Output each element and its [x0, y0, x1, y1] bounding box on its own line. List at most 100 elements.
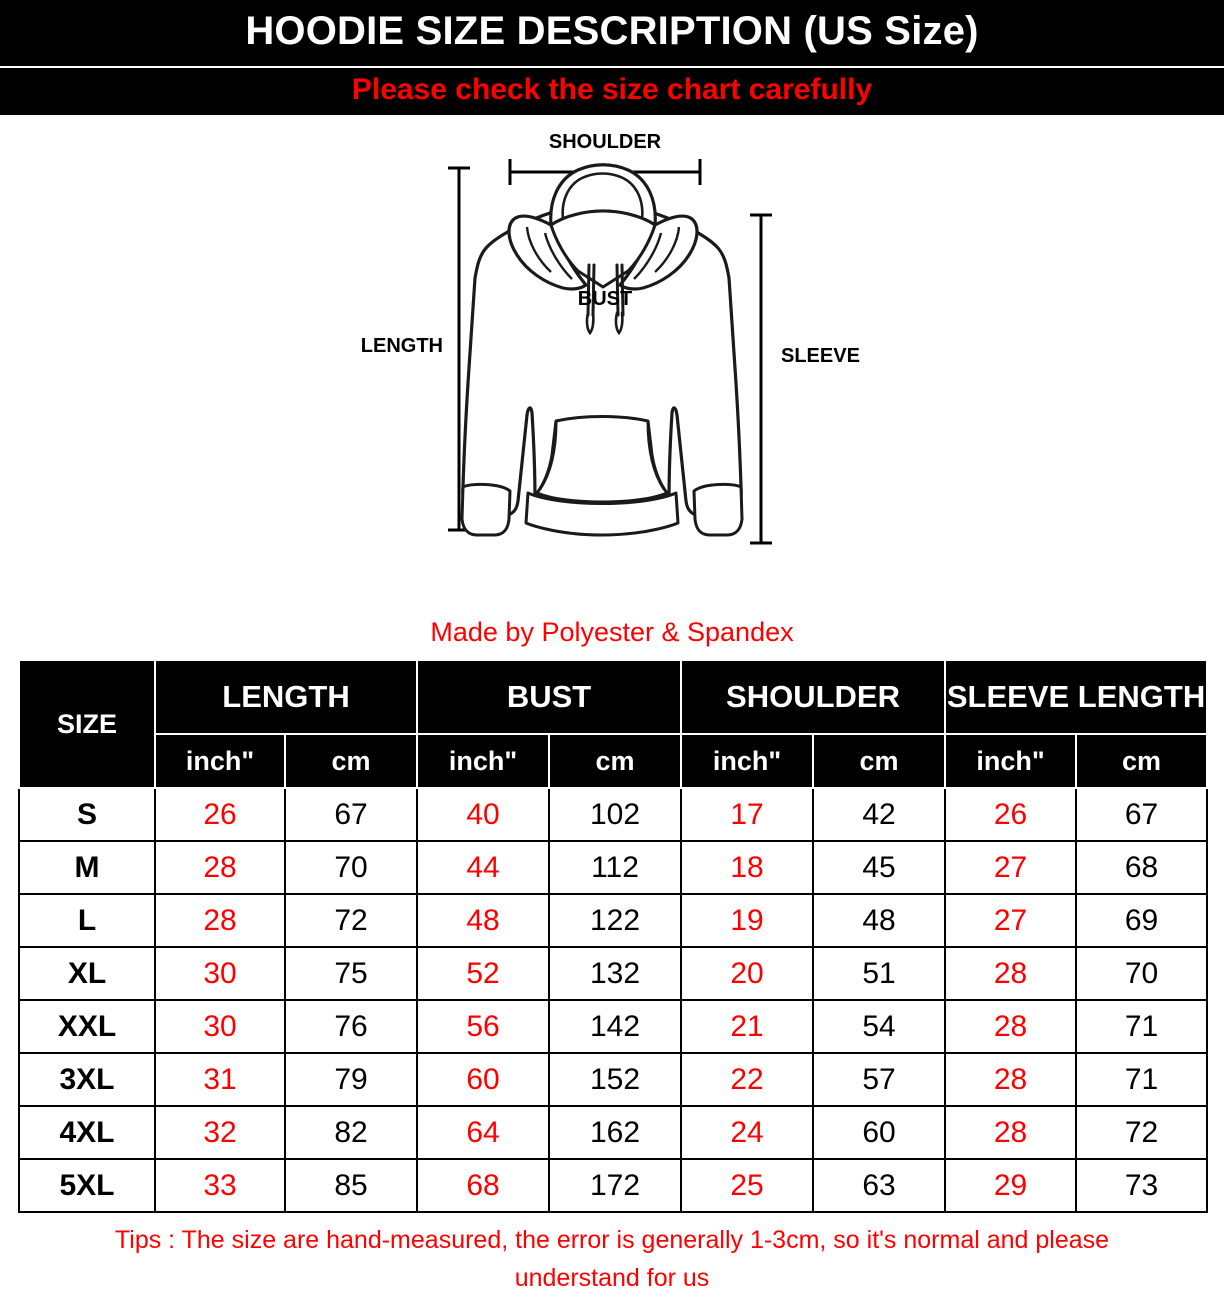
cell-inch: 32 [154, 1105, 286, 1160]
table-header-unit-row: inch" cm inch" cm inch" cm inch" cm [19, 733, 1209, 789]
cell-cm: 71 [1075, 1052, 1209, 1107]
cell-inch: 28 [154, 893, 286, 948]
cell-cm: 82 [284, 1105, 418, 1160]
cell-cm: 45 [812, 840, 947, 895]
header-unit-shoulder-cm: cm [812, 733, 947, 789]
table-header-group-row: SIZE LENGTH BUST SHOULDER SLEEVE LENGTH [18, 659, 1209, 789]
cell-inch: 27 [944, 893, 1078, 948]
cell-size: L [18, 893, 156, 948]
table-row: XL 30 75 52 132 20 51 28 70 [18, 946, 1209, 1001]
cell-cm: 73 [1075, 1158, 1209, 1213]
cell-inch: 44 [416, 840, 550, 895]
header-unit-length-cm: cm [284, 733, 418, 789]
cell-cm: 67 [284, 787, 418, 842]
banner-divider [0, 66, 1224, 68]
header-unit-length-inch: inch" [154, 733, 286, 789]
cell-cm: 70 [284, 840, 418, 895]
cell-inch: 48 [416, 893, 550, 948]
cell-inch: 30 [154, 946, 286, 1001]
cell-size: XXL [18, 999, 156, 1054]
cell-cm: 68 [1075, 840, 1209, 895]
cell-inch: 17 [680, 787, 815, 842]
cell-inch: 19 [680, 893, 815, 948]
cell-cm: 152 [547, 1052, 683, 1107]
cell-size: 4XL [18, 1105, 156, 1160]
cell-cm: 122 [547, 893, 683, 948]
cell-inch: 21 [680, 999, 815, 1054]
header-group-bust: BUST [415, 659, 683, 735]
hoodie-left-cuff [460, 482, 512, 537]
cell-inch: 24 [680, 1105, 815, 1160]
cell-inch: 30 [154, 999, 286, 1054]
cell-cm: 142 [547, 999, 683, 1054]
header-unit-bust-inch: inch" [416, 733, 550, 789]
cell-cm: 85 [284, 1158, 418, 1213]
hoodie-drawstrings [585, 263, 625, 336]
table-row: S 26 67 40 102 17 42 26 67 [18, 787, 1209, 842]
footer-tips: Tips : The size are hand-measured, the e… [114, 1226, 1110, 1292]
cell-cm: 48 [812, 893, 947, 948]
cell-inch: 28 [944, 1052, 1078, 1107]
hoodie-hood-left-drape [507, 214, 588, 291]
cell-cm: 112 [547, 840, 683, 895]
cell-inch: 28 [944, 946, 1078, 1001]
cell-inch: 31 [154, 1052, 286, 1107]
cell-cm: 67 [1075, 787, 1209, 842]
table-row: 3XL 31 79 60 152 22 57 28 71 [18, 1052, 1209, 1107]
cell-inch: 60 [416, 1052, 550, 1107]
cell-inch: 22 [680, 1052, 815, 1107]
page-subtitle: Please check the size chart carefully [0, 68, 1224, 115]
header-unit-bust-cm: cm [547, 733, 683, 789]
table-row: 5XL 33 85 68 172 25 63 29 73 [18, 1158, 1209, 1213]
cell-cm: 79 [284, 1052, 418, 1107]
cell-cm: 57 [812, 1052, 947, 1107]
cell-cm: 75 [284, 946, 418, 1001]
cell-inch: 25 [680, 1158, 815, 1213]
sleeve-dimension-line [750, 213, 772, 545]
table-row: L 28 72 48 122 19 48 27 69 [18, 893, 1209, 948]
shoulder-label: SHOULDER [549, 131, 662, 153]
cell-inch: 64 [416, 1105, 550, 1160]
header-group-sleeve-length: SLEEVE LENGTH [944, 659, 1209, 735]
length-label: LENGTH [361, 335, 443, 357]
sleeve-label: SLEEVE [781, 345, 860, 367]
cell-cm: 51 [812, 946, 947, 1001]
cell-cm: 70 [1075, 946, 1209, 1001]
cell-inch: 28 [944, 999, 1078, 1054]
cell-inch: 33 [154, 1158, 286, 1213]
header-unit-sleeve-cm: cm [1075, 733, 1209, 789]
cell-cm: 162 [547, 1105, 683, 1160]
size-chart-table: SIZE LENGTH BUST SHOULDER SLEEVE LENGTH … [18, 659, 1209, 1213]
cell-cm: 102 [547, 787, 683, 842]
cell-inch: 18 [680, 840, 815, 895]
header-unit-shoulder-inch: inch" [680, 733, 815, 789]
cell-size: S [18, 787, 156, 842]
hoodie-illustration-svg: SHOULDER BUST LENGTH SLEEVE [361, 131, 860, 545]
cell-inch: 28 [154, 840, 286, 895]
cell-cm: 172 [547, 1158, 683, 1213]
cell-cm: 60 [812, 1105, 947, 1160]
cell-cm: 69 [1075, 893, 1209, 948]
cell-cm: 132 [547, 946, 683, 1001]
cell-size: 5XL [18, 1158, 156, 1213]
page-title: HOODIE SIZE DESCRIPTION (US Size) [0, 0, 1224, 66]
cell-size: 3XL [18, 1052, 156, 1107]
header-group-length: LENGTH [154, 659, 418, 735]
cell-cm: 76 [284, 999, 418, 1054]
table-head: SIZE LENGTH BUST SHOULDER SLEEVE LENGTH … [18, 659, 1209, 789]
hoodie-right-cuff [692, 482, 744, 537]
cell-cm: 42 [812, 787, 947, 842]
cell-inch: 52 [416, 946, 550, 1001]
cell-cm: 71 [1075, 999, 1209, 1054]
header-size: SIZE [18, 659, 156, 789]
cell-cm: 54 [812, 999, 947, 1054]
cell-inch: 26 [154, 787, 286, 842]
cell-inch: 28 [944, 1105, 1078, 1160]
cell-inch: 56 [416, 999, 550, 1054]
table-row: M 28 70 44 112 18 45 27 68 [18, 840, 1209, 895]
cell-size: M [18, 840, 156, 895]
cell-inch: 27 [944, 840, 1078, 895]
cell-inch: 40 [416, 787, 550, 842]
cell-cm: 72 [284, 893, 418, 948]
cell-cm: 63 [812, 1158, 947, 1213]
